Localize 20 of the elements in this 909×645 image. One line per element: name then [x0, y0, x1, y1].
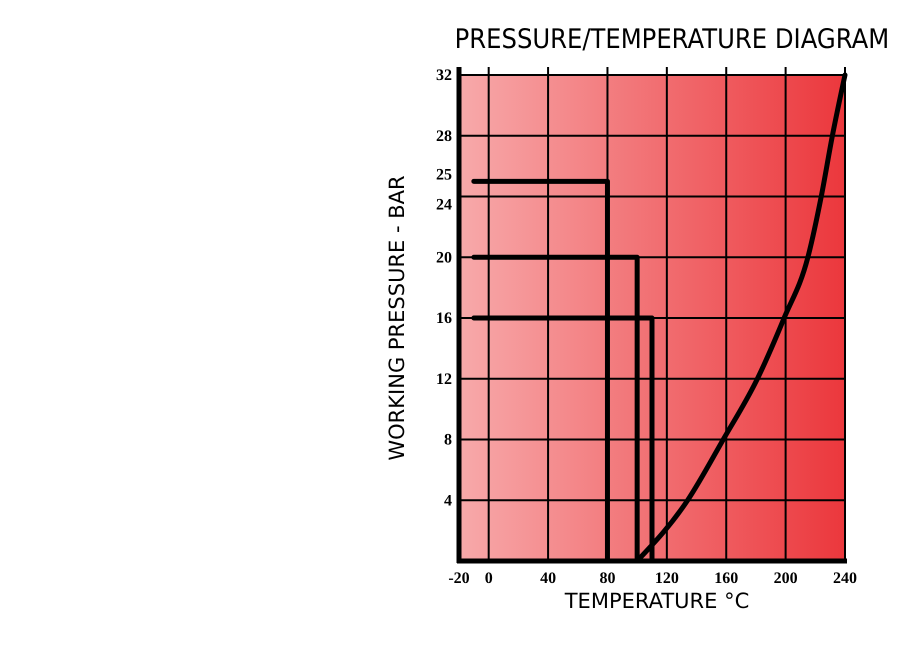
x-tick-label: 40	[540, 570, 556, 587]
x-tick-label: 80	[599, 570, 616, 587]
y-tick-label: 12	[436, 370, 452, 388]
y-tick-label: 4	[444, 492, 452, 510]
y-tick-label: 32	[436, 67, 452, 84]
x-tick-label: 160	[714, 570, 738, 587]
y-tick-label: 8	[444, 432, 452, 448]
x-tick-label: 200	[774, 570, 798, 587]
y-tick-label: 20	[436, 249, 452, 266]
x-tick-label: 0	[484, 570, 493, 587]
y-tick-label: 28	[436, 128, 452, 145]
y-tick-label: 24	[436, 196, 452, 214]
chart-title: PRESSURE/TEMPERATURE DIAGRAM	[454, 24, 890, 56]
y-tick-label: 16	[436, 310, 452, 327]
y-axis-title: WORKING PRESSURE - BAR	[385, 175, 409, 461]
y-tick-label: 25	[436, 166, 452, 184]
x-axis-title: TEMPERATURE °C	[564, 589, 750, 613]
x-tick-label: 240	[833, 570, 857, 587]
x-tick-label: -20	[448, 570, 470, 587]
x-tick-label: 120	[654, 570, 679, 587]
